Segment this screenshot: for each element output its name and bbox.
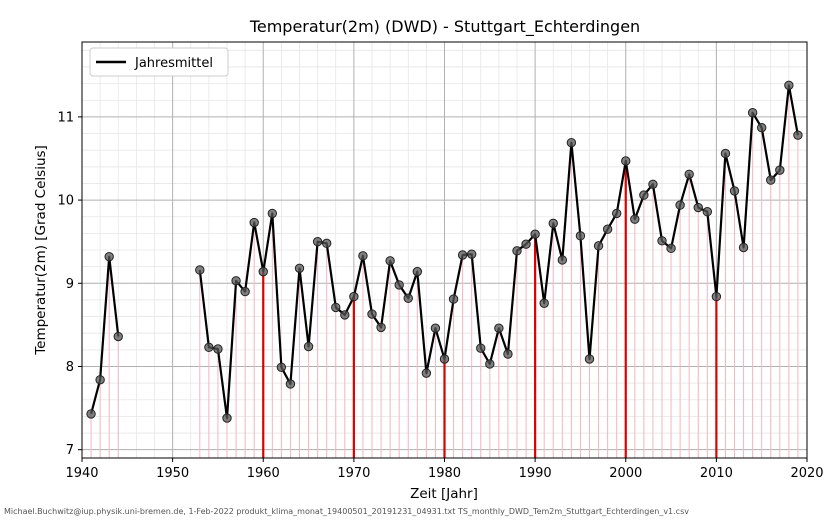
data-point (195, 265, 205, 275)
data-point (349, 291, 359, 302)
x-axis-label: Zeit [Jahr] (410, 486, 478, 502)
y-axis-ticks: 7 8 9 10 11 (57, 110, 82, 458)
data-point (385, 256, 395, 266)
data-point (648, 179, 658, 189)
y-axis-label: Temperatur(2m) [Grad Celsius] (33, 145, 49, 356)
data-point (367, 309, 377, 319)
data-point (358, 251, 368, 261)
legend-box (89, 47, 229, 77)
data-point (204, 342, 214, 353)
data-point (457, 250, 468, 260)
data-point (566, 137, 577, 148)
data-point (512, 246, 522, 256)
data-point (231, 276, 241, 286)
chart-title: Temperatur(2m) (DWD) - Stuttgart_Echterd… (249, 17, 640, 37)
data-point (793, 130, 803, 140)
data-point (611, 208, 622, 219)
data-point (394, 280, 404, 290)
data-point (222, 413, 232, 423)
legend: Jahresmittel (89, 47, 229, 77)
data-point (675, 200, 685, 210)
data-point (312, 236, 323, 247)
data-point (557, 255, 568, 265)
data-point (340, 310, 350, 320)
data-point (738, 242, 749, 253)
data-point (303, 341, 314, 352)
x-axis-ticks: 1940 1950 1960 1970 1980 1990 2000 2010 2020 (65, 458, 824, 481)
data-point (548, 218, 558, 229)
data-point (439, 354, 450, 364)
x-tick-label: 1990 (519, 466, 552, 481)
data-point (775, 165, 785, 175)
data-point (711, 291, 722, 302)
data-point (575, 231, 586, 241)
value-stems (90, 85, 799, 458)
data-point (285, 379, 296, 389)
data-point (104, 251, 114, 262)
data-point (321, 238, 332, 249)
data-point (331, 302, 341, 313)
data-point (494, 323, 504, 333)
data-point (403, 293, 413, 303)
data-point (539, 298, 549, 308)
data-point (249, 217, 259, 228)
data-point (448, 294, 459, 304)
data-point (756, 122, 767, 133)
data-point (240, 286, 250, 297)
data-point (666, 243, 676, 254)
data-point (530, 229, 540, 239)
data-point (421, 368, 432, 378)
data-point (485, 359, 495, 369)
data-point (621, 156, 631, 166)
x-tick-label: 2000 (609, 466, 642, 481)
x-tick-label: 2010 (700, 466, 733, 481)
data-point (766, 175, 776, 185)
y-tick-label: 10 (57, 194, 74, 209)
data-point (747, 108, 758, 118)
data-point (213, 344, 223, 354)
y-tick-label: 11 (57, 110, 74, 125)
data-point (657, 236, 667, 246)
data-point (276, 362, 287, 373)
data-point (630, 214, 640, 224)
x-tick-label: 1940 (65, 466, 98, 481)
data-point (294, 263, 305, 274)
y-tick-label: 8 (66, 360, 74, 375)
data-point (258, 266, 268, 277)
data-point (430, 323, 441, 333)
data-point (113, 331, 123, 342)
data-point (602, 224, 613, 234)
data-point (693, 202, 703, 213)
data-point (476, 343, 486, 353)
footer-credit: Michael.Buchwitz@iup.physik.uni-bremen.d… (4, 507, 689, 516)
data-point (593, 241, 604, 251)
data-point (412, 266, 423, 277)
data-point (267, 208, 278, 219)
data-point (503, 349, 513, 359)
data-point (729, 186, 740, 196)
data-point (584, 354, 595, 364)
y-tick-label: 7 (66, 443, 74, 458)
data-points (86, 80, 803, 423)
y-tick-label: 9 (66, 277, 74, 292)
x-tick-label: 1950 (156, 466, 189, 481)
data-point (95, 375, 105, 385)
series-line-jahresmittel (90, 255, 120, 415)
data-point (376, 322, 386, 333)
x-tick-label: 1960 (247, 466, 280, 481)
data-point (684, 169, 694, 179)
data-point (784, 80, 794, 90)
x-tick-label: 2020 (790, 466, 823, 481)
data-point (86, 409, 96, 419)
legend-label-jahresmittel: Jahresmittel (134, 56, 213, 71)
data-point (466, 249, 477, 259)
data-point (521, 239, 531, 249)
data-point (702, 207, 713, 217)
x-tick-label: 1980 (428, 466, 461, 481)
x-tick-label: 1970 (337, 466, 370, 481)
data-point (639, 190, 649, 200)
data-point (720, 148, 731, 159)
